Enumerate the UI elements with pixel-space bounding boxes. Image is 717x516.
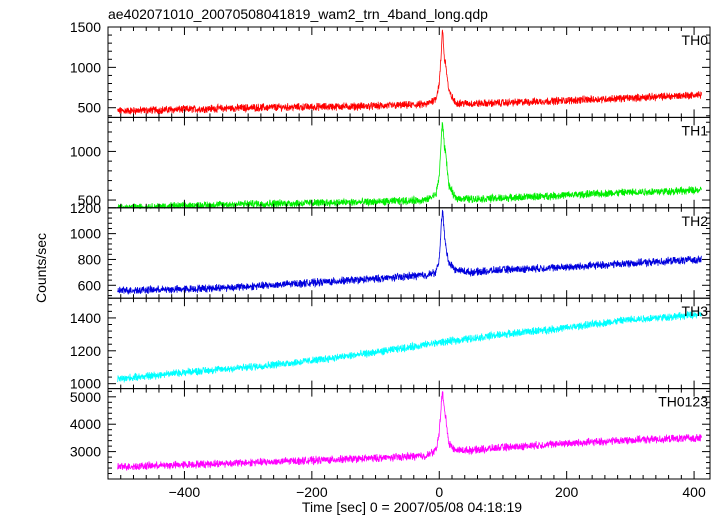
panel-frame xyxy=(107,388,711,480)
y-tick-label: 500 xyxy=(78,192,102,208)
series-line-th2 xyxy=(117,209,702,295)
panel-th0: 500 1000 1500 TH0 xyxy=(70,19,711,118)
x-axis: −400 −200 0 200 400 xyxy=(169,484,706,500)
y-tick-label: 800 xyxy=(78,251,102,267)
y-tick-label: 600 xyxy=(78,277,102,293)
y-tick-label: 1000 xyxy=(70,226,101,242)
panel-th0123: 3000 4000 5000 TH0123 xyxy=(70,388,711,480)
x-tick-label: −400 xyxy=(169,484,201,500)
series-line-th1 xyxy=(117,122,702,210)
x-tick-label: 200 xyxy=(555,484,579,500)
panel-frame xyxy=(107,207,711,299)
y-tick-label: 1500 xyxy=(70,19,101,35)
y-tick-label: 1200 xyxy=(70,343,101,359)
panel-frame xyxy=(107,116,711,209)
panel-label: TH0123 xyxy=(658,394,708,410)
y-tick-label: 1000 xyxy=(70,59,101,75)
y-tick-label: 1400 xyxy=(70,310,101,326)
panel-label: TH2 xyxy=(682,213,709,229)
panel-th1: 500 1000 TH1 xyxy=(70,116,711,210)
panel-th3: 1000 1200 1400 TH3 xyxy=(70,297,711,392)
x-tick-label: −200 xyxy=(296,484,328,500)
y-tick-label: 3000 xyxy=(70,444,101,460)
y-tick-label: 1000 xyxy=(70,143,101,159)
x-axis-label: Time [sec] 0 = 2007/05/08 04:18:19 xyxy=(302,499,522,515)
panels-group: 500 1000 1500 TH0 500 1000 TH1 600 800 1000 1200 TH… xyxy=(70,19,711,480)
series-line-th3 xyxy=(117,310,702,383)
y-tick-label: 5000 xyxy=(70,389,101,405)
panel-frame xyxy=(107,297,711,390)
panel-th2: 600 800 1000 1200 TH2 xyxy=(70,200,711,299)
y-tick-label: 4000 xyxy=(70,416,101,432)
y-axis-label: Counts/sec xyxy=(33,233,49,303)
y-tick-label: 1000 xyxy=(70,376,101,392)
series-line-th0123 xyxy=(117,391,702,471)
y-tick-label: 1200 xyxy=(70,200,101,216)
panel-label: TH0 xyxy=(682,32,709,48)
series-line-th0 xyxy=(117,29,702,115)
x-tick-label: 400 xyxy=(682,484,706,500)
panel-label: TH3 xyxy=(682,303,709,319)
panel-label: TH1 xyxy=(682,122,709,138)
y-tick-label: 500 xyxy=(78,100,102,116)
chart-title: ae402071010_20070508041819_wam2_trn_4ban… xyxy=(108,6,488,22)
x-tick-label: 0 xyxy=(435,484,443,500)
